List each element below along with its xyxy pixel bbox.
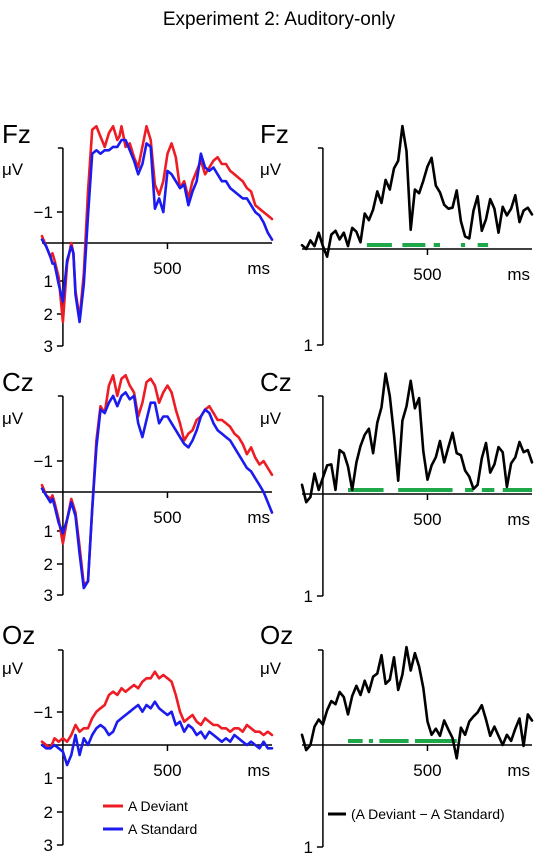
y-axis-unit: μV bbox=[260, 409, 282, 428]
x-tick-label: 500 bbox=[413, 265, 441, 284]
y-axis-unit: μV bbox=[2, 659, 24, 678]
y-axis-unit: μV bbox=[260, 659, 282, 678]
y-axis-unit: μV bbox=[2, 409, 24, 428]
panel-left-Cz: Cz μV 500 ms −1 1 2 3 bbox=[2, 367, 274, 605]
panel-right-Oz: Oz μV 500 ms 1 bbox=[260, 620, 534, 854]
x-tick-label: 500 bbox=[153, 259, 181, 278]
figure-title: Experiment 2: Auditory-only bbox=[163, 9, 396, 30]
x-axis-label: ms bbox=[247, 508, 270, 527]
y-tick-label: 2 bbox=[43, 305, 52, 324]
legend-standard-label: A Standard bbox=[128, 821, 197, 837]
legend-left: A Deviant A Standard bbox=[103, 798, 197, 837]
y-tick-label: 1 bbox=[43, 272, 52, 291]
x-axis-label: ms bbox=[247, 259, 270, 278]
y-tick-label: −1 bbox=[34, 452, 53, 471]
erp-panels: Fz μV 500 ms −1 1 2 3 Cz μV 500 ms −1 1 2 3 Oz μV 500 ms −1 1… bbox=[2, 119, 534, 854]
x-tick-label: 500 bbox=[153, 508, 181, 527]
electrode-label: Fz bbox=[260, 119, 289, 149]
y-tick-label: 2 bbox=[43, 803, 52, 822]
electrode-label: Oz bbox=[2, 620, 35, 650]
x-tick-label: 500 bbox=[413, 761, 441, 780]
y-tick-label: 3 bbox=[43, 836, 52, 854]
y-axis-unit: μV bbox=[260, 160, 282, 179]
electrode-label: Cz bbox=[260, 367, 292, 397]
electrode-label: Fz bbox=[2, 119, 31, 149]
x-axis-label: ms bbox=[247, 761, 270, 780]
y-tick-label: −1 bbox=[34, 203, 53, 222]
series-line-a-standard bbox=[40, 391, 274, 590]
y-tick-label: 3 bbox=[43, 586, 52, 605]
x-axis-label: ms bbox=[507, 510, 530, 529]
y-tick-label: 1 bbox=[303, 336, 312, 355]
electrode-label: Cz bbox=[2, 367, 34, 397]
x-axis-label: ms bbox=[507, 265, 530, 284]
series-line-a-deviant bbox=[40, 670, 274, 750]
legend-right: (A Deviant − A Standard) bbox=[328, 806, 505, 822]
x-tick-label: 500 bbox=[153, 761, 181, 780]
legend-difference-label: (A Deviant − A Standard) bbox=[351, 806, 505, 822]
y-tick-label: 3 bbox=[43, 337, 52, 356]
panel-right-Cz: Cz μV 500 ms 1 bbox=[260, 367, 534, 606]
series-line-a-deviant-a-standard bbox=[300, 372, 534, 504]
electrode-label: Oz bbox=[260, 620, 293, 650]
panel-left-Fz: Fz μV 500 ms −1 1 2 3 bbox=[2, 119, 274, 356]
y-tick-label: 1 bbox=[303, 587, 312, 606]
y-tick-label: −1 bbox=[34, 703, 53, 722]
series-line-a-deviant-a-standard bbox=[300, 645, 534, 760]
y-axis-unit: μV bbox=[2, 160, 24, 179]
legend-deviant-label: A Deviant bbox=[128, 798, 188, 814]
panel-right-Fz: Fz μV 500 ms 1 bbox=[260, 119, 534, 355]
series-line-a-deviant-a-standard bbox=[300, 124, 534, 258]
x-tick-label: 500 bbox=[413, 510, 441, 529]
y-tick-label: 1 bbox=[43, 522, 52, 541]
y-tick-label: 1 bbox=[303, 838, 312, 854]
y-tick-label: 1 bbox=[43, 769, 52, 788]
series-line-a-standard bbox=[40, 700, 274, 767]
x-axis-label: ms bbox=[507, 761, 530, 780]
series-line-a-standard bbox=[40, 138, 274, 324]
y-tick-label: 2 bbox=[43, 555, 52, 574]
panel-left-Oz: Oz μV 500 ms −1 1 2 3 bbox=[2, 620, 274, 854]
